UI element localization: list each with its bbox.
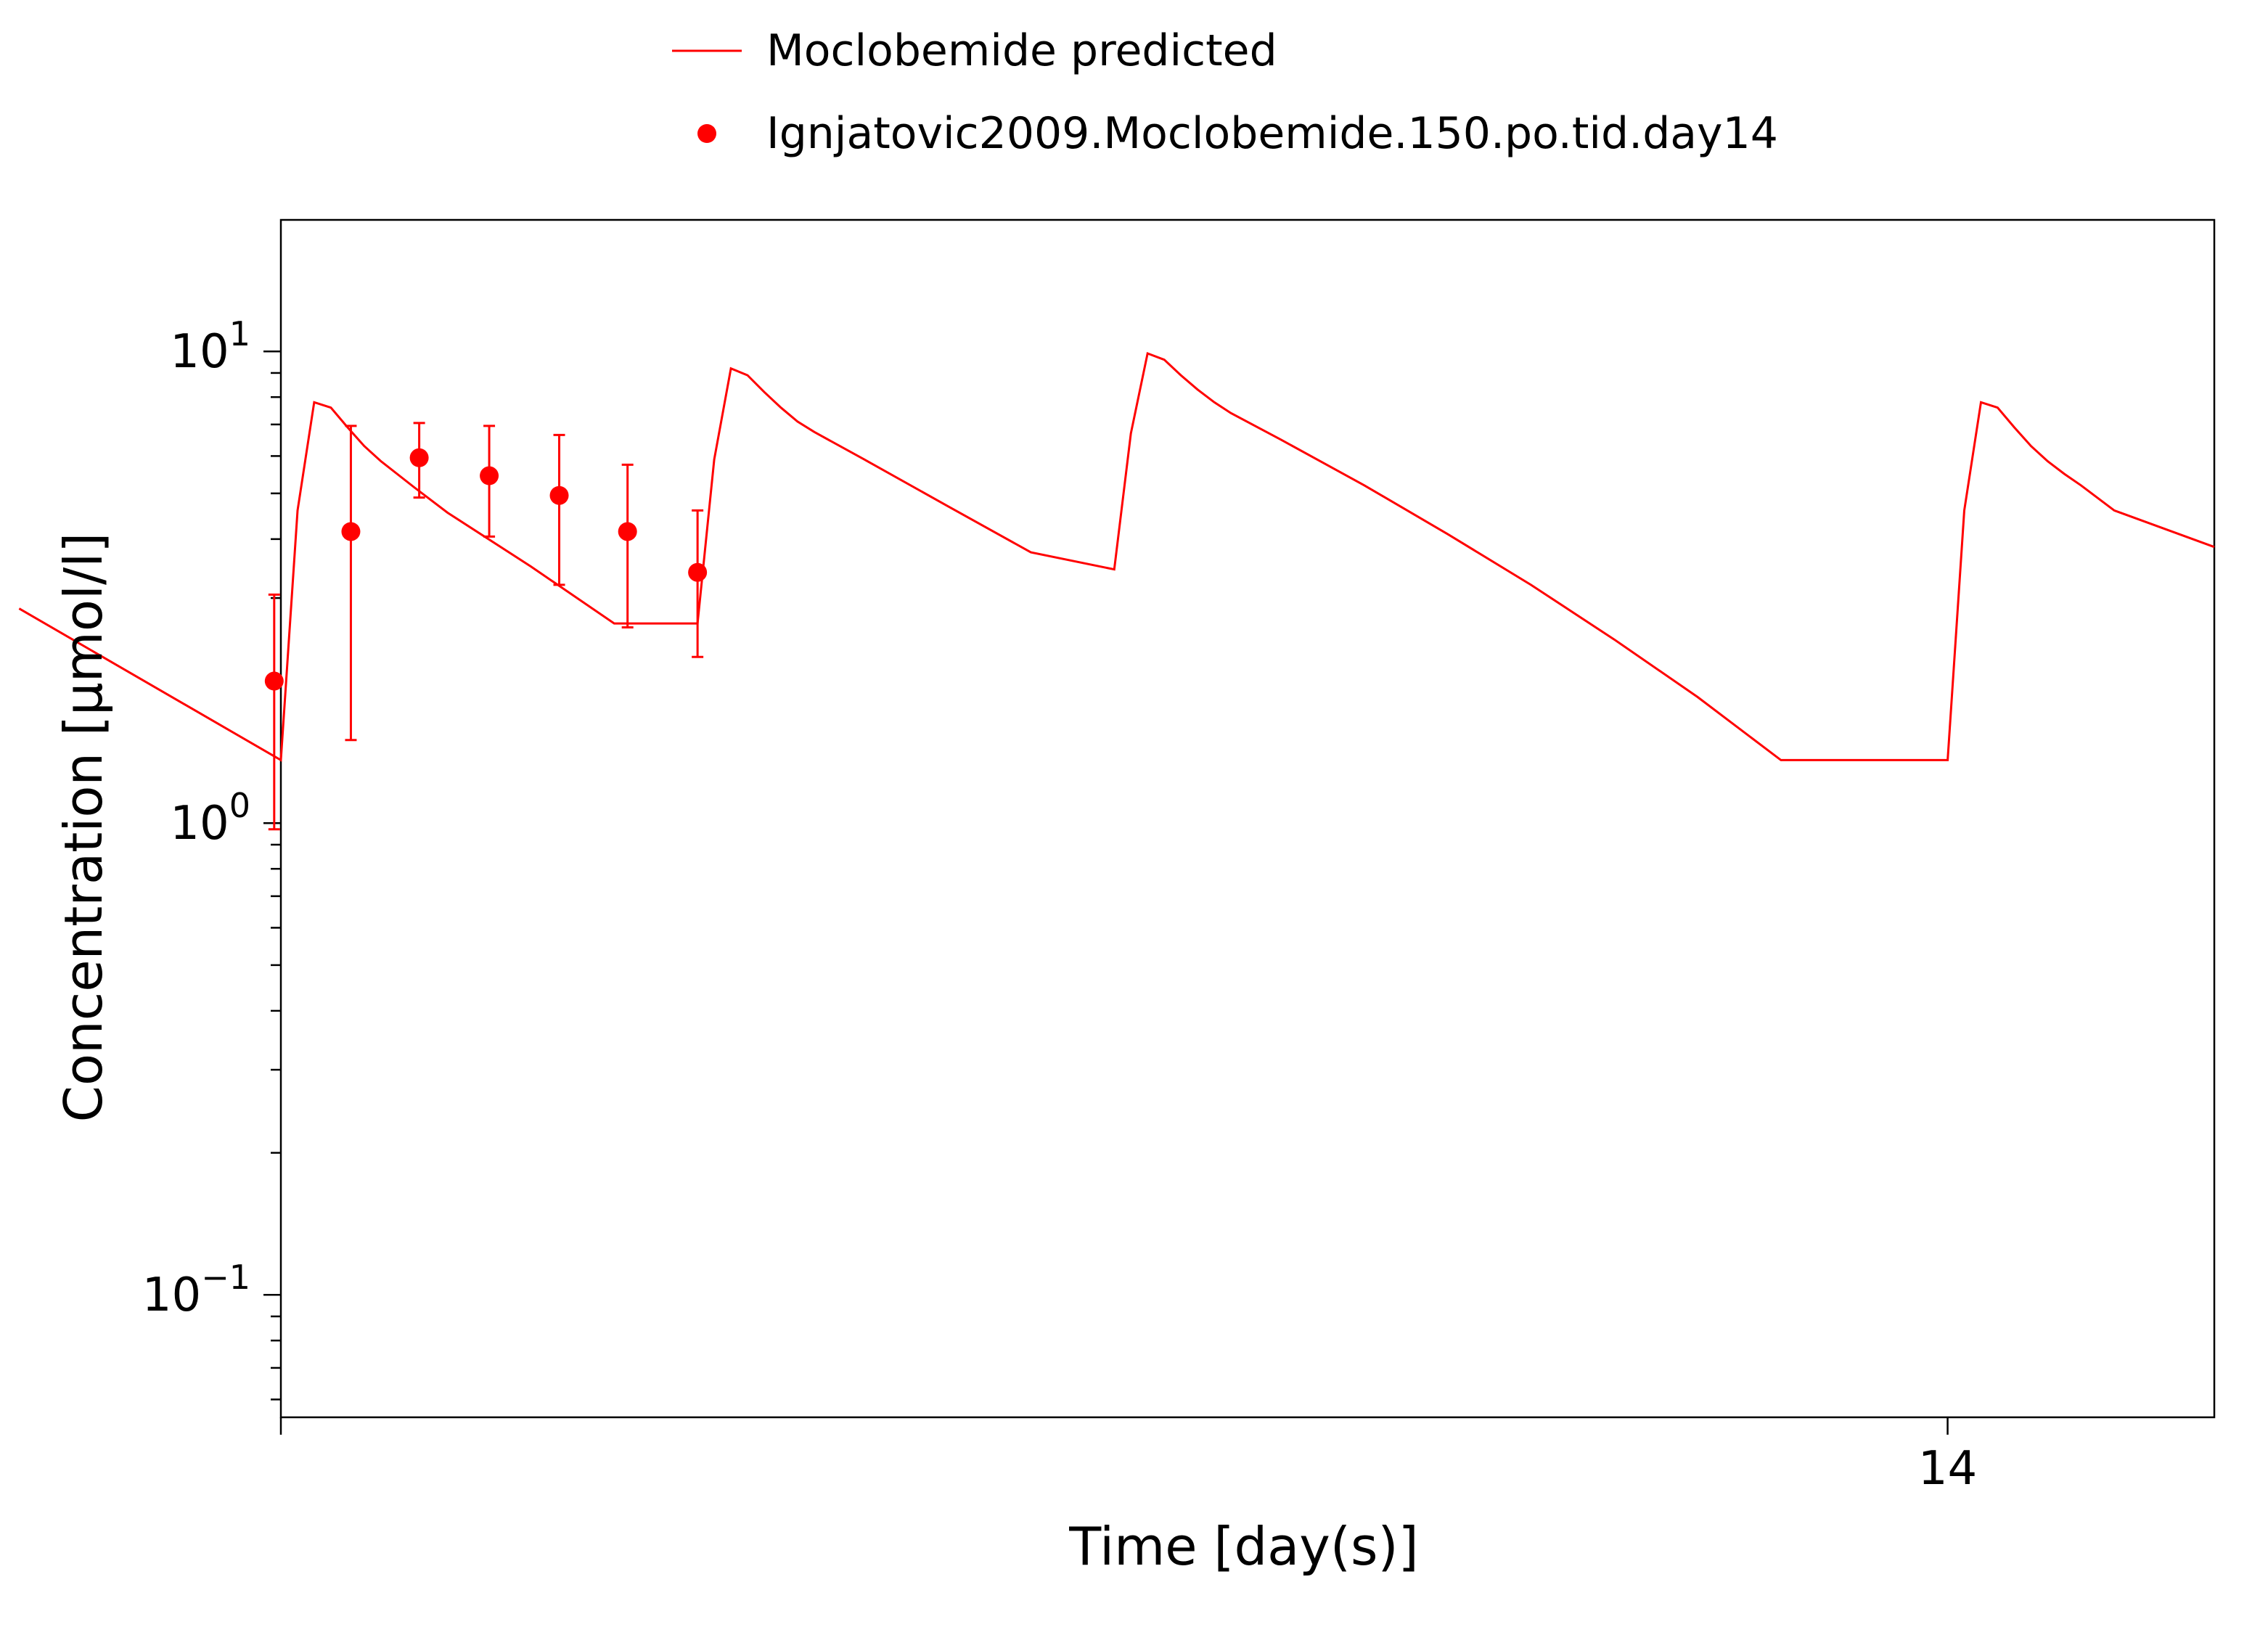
legend-label-predicted: Moclobemide predicted bbox=[766, 25, 1277, 76]
y-tick-label: 10−1 bbox=[142, 1258, 250, 1322]
x-axis-title: Time [day(s)] bbox=[1068, 1516, 1418, 1577]
y-tick-label: 101 bbox=[170, 314, 250, 379]
legend-label-observed: Ignjatovic2009.Moclobemide.150.po.tid.da… bbox=[766, 108, 1778, 159]
data-point bbox=[341, 522, 361, 541]
plot-area: 10−1 100 101 14 bbox=[18, 218, 2216, 1496]
data-point bbox=[549, 485, 569, 505]
y-axis-title: Concentration [µmol/l] bbox=[53, 533, 114, 1123]
legend-marker-swatch bbox=[697, 124, 716, 143]
series-line-moclobemide-predicted bbox=[18, 351, 2215, 762]
data-point bbox=[409, 448, 429, 467]
data-point bbox=[480, 466, 499, 485]
data-point bbox=[618, 522, 637, 541]
series-layer bbox=[18, 351, 2215, 831]
data-point bbox=[264, 671, 284, 691]
x-tick-label: 14 bbox=[1918, 1442, 1977, 1496]
legend: Moclobemide predicted Ignjatovic2009.Moc… bbox=[672, 25, 1778, 159]
y-tick-label: 100 bbox=[170, 786, 250, 851]
y-axis: 10−1 100 101 bbox=[142, 314, 281, 1401]
data-point bbox=[688, 562, 708, 582]
x-axis: 14 bbox=[279, 1417, 1977, 1496]
plot-frame bbox=[279, 218, 2216, 1419]
